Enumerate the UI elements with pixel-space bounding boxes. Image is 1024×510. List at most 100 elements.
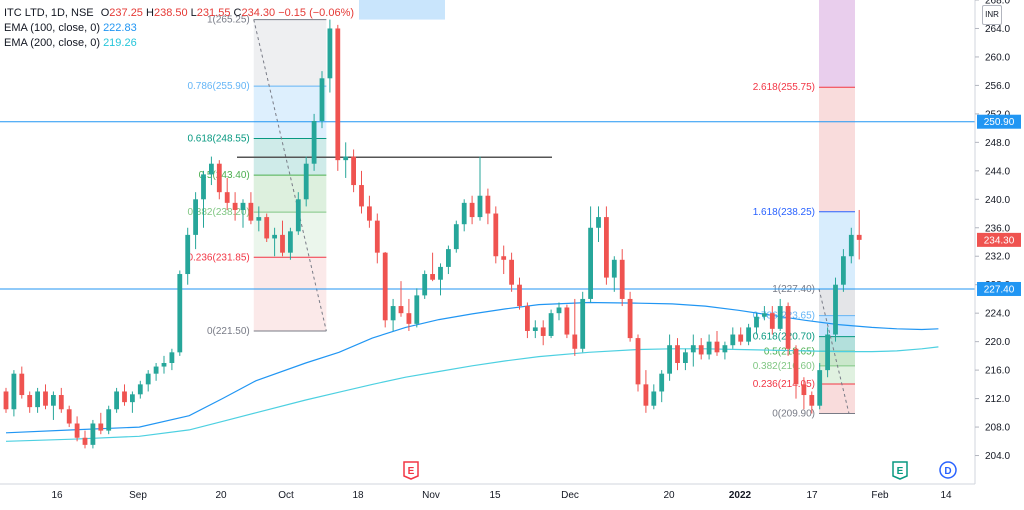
y-tick-label: 244.0 (985, 166, 1010, 177)
candle-body (43, 391, 48, 406)
candle-body (122, 391, 127, 403)
currency-badge[interactable]: INR (982, 5, 1002, 25)
candle-body (841, 256, 846, 285)
fib-extension-zone (819, 0, 855, 88)
fib-retracement-level-label: 0.618(248.55) (187, 133, 249, 144)
x-tick-label: 20 (215, 490, 227, 501)
candle-body (11, 373, 17, 410)
event-marker-dividend (939, 461, 957, 479)
candle-body (106, 409, 112, 431)
candle-body (232, 202, 238, 210)
candle-body (596, 217, 601, 228)
y-tick-label: 236.0 (985, 223, 1010, 234)
candle-body (746, 327, 751, 342)
candle-body (335, 28, 341, 161)
candle-body (74, 423, 80, 438)
open-value: 237.25 (109, 7, 143, 19)
fib-extension-level-label: 0.382(216.60) (753, 361, 815, 372)
candle-body (651, 391, 657, 406)
candle-body (446, 249, 451, 267)
candle-body (406, 313, 412, 324)
candle-body (453, 224, 459, 250)
x-tick-label: Feb (871, 490, 889, 501)
y-tick-label: 268.0 (985, 0, 1010, 7)
event-marker-earnings (892, 461, 908, 480)
candle-body (248, 202, 254, 221)
candle-body (509, 259, 514, 285)
candle-body (611, 259, 617, 278)
candle-body (359, 185, 364, 207)
candle-body (288, 231, 293, 253)
candle-body (556, 307, 562, 314)
horizontal-lines (0, 121, 975, 290)
candle-body (564, 307, 570, 335)
ema200-value: 219.26 (103, 37, 137, 49)
last-price-label: 234.30 (984, 235, 1015, 246)
x-tick-label: 20 (663, 490, 675, 501)
high-value: 238.50 (153, 7, 188, 19)
ema200-line (5, 346, 939, 442)
fib-extension-zone (819, 365, 855, 384)
low-label: L (190, 7, 197, 19)
candle-body (801, 384, 807, 396)
candle-body (382, 252, 388, 321)
y-tick-label: 232.0 (985, 252, 1010, 263)
candle-body (793, 348, 799, 385)
candle-body (604, 217, 609, 278)
y-tick-label: 220.0 (985, 337, 1010, 348)
candle-body (754, 316, 759, 328)
ema100-line (5, 301, 939, 434)
candle-body (785, 306, 791, 349)
fib-retracement-trendline (253, 19, 327, 332)
legend-ema200-row[interactable]: EMA (200, close, 0) 219.26 (4, 36, 354, 51)
legend-ema100-row[interactable]: EMA (100, close, 0) 222.83 (4, 21, 354, 36)
symbol-name[interactable]: ITC LTD, 1D, NSE (4, 7, 94, 19)
x-tick-label: 15 (489, 490, 501, 501)
fib-extension-level-label: 0.786(223.65) (753, 311, 815, 322)
y-tick-label: 248.0 (985, 138, 1010, 149)
candle-body (216, 163, 222, 193)
ema-lines (5, 301, 939, 442)
x-tick-label: 14 (940, 490, 952, 501)
fib-retracement-level-label: 0.786(255.90) (187, 81, 249, 92)
candle-body (777, 306, 783, 329)
candle-body (730, 334, 736, 346)
candle-body (256, 217, 262, 221)
x-tick-label: Oct (278, 490, 294, 501)
event-marker-label: D (944, 466, 951, 477)
ema100-label: EMA (100, close, 0) (4, 22, 100, 34)
candle-body (27, 395, 33, 408)
candle-body (319, 78, 325, 121)
candle-body (683, 352, 688, 363)
candle-body (548, 313, 554, 336)
candle-body (193, 199, 198, 235)
y-tick-label: 224.0 (985, 309, 1010, 320)
ema200-label: EMA (200, close, 0) (4, 37, 100, 49)
fib-extension: 2.618(255.75)1.618(238.25)1(227.40)0.786… (753, 0, 855, 420)
candle-body (264, 217, 270, 239)
candle-body (706, 341, 712, 355)
candle-body (201, 174, 206, 200)
price-tag (977, 281, 1021, 296)
candle-body (659, 373, 665, 392)
candle-body (51, 395, 56, 406)
candle-body (343, 156, 349, 161)
fib-extension-zone (819, 383, 855, 414)
price-axis (975, 0, 1024, 505)
candle-body (98, 423, 104, 431)
candle-body (667, 345, 672, 374)
y-tick-label: 212.0 (985, 394, 1010, 405)
candle-body (58, 395, 64, 410)
legend-symbol-row: ITC LTD, 1D, NSE O237.25 H238.50 L231.55… (4, 6, 354, 21)
fib-retracement-zone (253, 257, 327, 331)
candle-body (390, 306, 396, 321)
fib-extension-zone (819, 336, 855, 352)
candle-body (327, 28, 333, 79)
candle-body (367, 206, 372, 221)
candle-body (501, 256, 507, 260)
fib-retracement-level-label: 0.236(231.85) (187, 252, 249, 263)
